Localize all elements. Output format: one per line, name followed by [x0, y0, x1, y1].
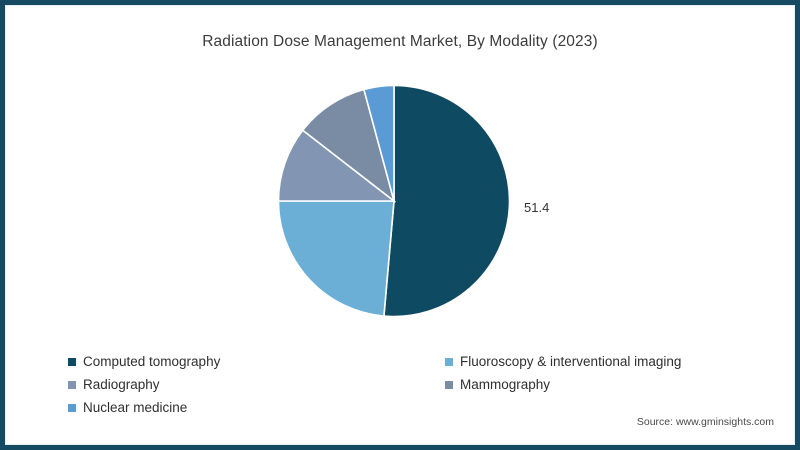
pie-slice-radiography — [278, 129, 397, 202]
chart-title: Radiation Dose Management Market, By Mod… — [202, 33, 598, 50]
legend-item-radiography[interactable]: Radiography — [68, 374, 220, 395]
legend-item-fluoroscopy-interventional-imaging[interactable]: Fluoroscopy & interventional imaging — [445, 351, 681, 372]
legend-item-nuclear-medicine[interactable]: Nuclear medicine — [68, 397, 220, 418]
legend-column-right: Fluoroscopy & interventional imaging Mamm… — [445, 351, 681, 397]
pie-slice-computed-tomography — [383, 85, 510, 317]
legend-swatch-icon-radiography — [68, 380, 76, 389]
pie-slice-group — [278, 85, 510, 317]
pie-slice-nuclear-medicine — [362, 85, 395, 202]
legend-item-computed-tomography[interactable]: Computed tomography — [68, 351, 220, 372]
legend-item-label: Nuclear medicine — [83, 400, 188, 415]
legend-column-left: Computed tomography Radiography Nuclear me… — [68, 351, 220, 420]
pie-chart — [278, 85, 510, 317]
pie-data-label-computed-tomography: 51.4 — [524, 200, 550, 215]
pie-slice-fluoroscopy-interventional-imaging — [278, 200, 395, 317]
legend-swatch-icon-mammography — [445, 380, 453, 389]
pie-chart-svg — [278, 85, 510, 317]
legend-swatch-icon-computed-tomography — [68, 357, 76, 366]
legend-item-label: Mammography — [460, 377, 551, 392]
legend-swatch-icon-nuclear-medicine — [68, 403, 76, 412]
legend-item-label: Computed tomography — [83, 354, 221, 369]
legend-swatch-icon-fluoroscopy-interventional-imaging — [445, 357, 453, 366]
legend-item-label: Radiography — [83, 377, 160, 392]
legend-item-mammography[interactable]: Mammography — [445, 374, 681, 395]
legend-item-label: Fluoroscopy & interventional imaging — [460, 354, 682, 369]
source-attribution: Source: www.gminsights.com — [636, 416, 774, 428]
